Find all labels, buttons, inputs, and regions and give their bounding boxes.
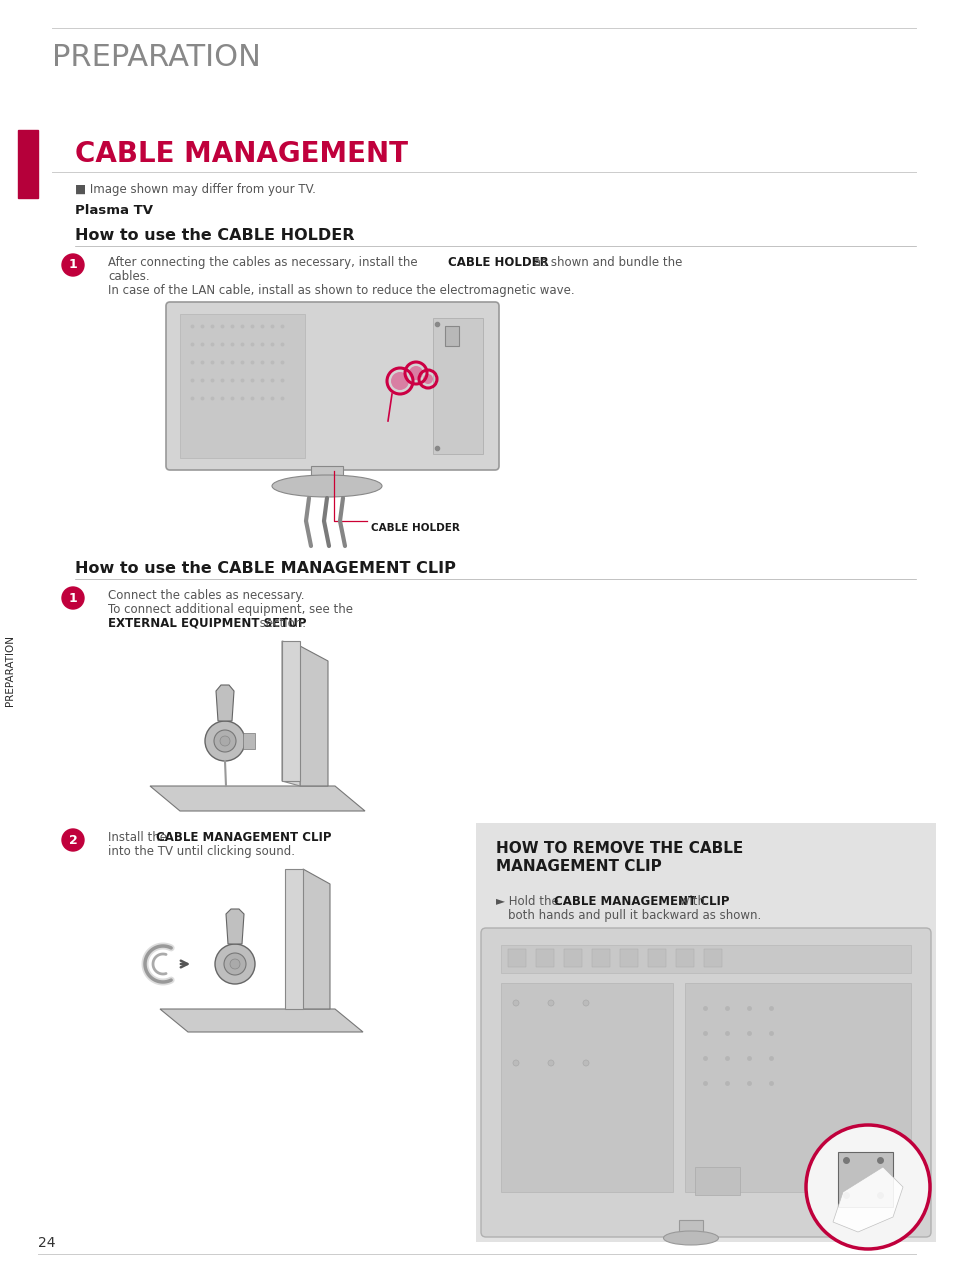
Bar	[507, 949, 525, 967]
Bar	[536, 949, 554, 967]
Circle shape	[582, 1060, 588, 1066]
Polygon shape	[160, 1009, 363, 1032]
Text: Install the: Install the	[108, 831, 171, 845]
Polygon shape	[226, 909, 244, 944]
Text: 2: 2	[69, 833, 77, 846]
Bar	[311, 466, 343, 486]
Ellipse shape	[662, 1231, 718, 1245]
Circle shape	[220, 736, 230, 745]
Circle shape	[409, 366, 422, 380]
Circle shape	[547, 1000, 554, 1006]
FancyBboxPatch shape	[480, 929, 930, 1236]
Text: ■ Image shown may differ from your TV.: ■ Image shown may differ from your TV.	[75, 183, 315, 196]
Text: HOW TO REMOVE THE CABLE: HOW TO REMOVE THE CABLE	[496, 841, 742, 856]
Polygon shape	[832, 1166, 902, 1233]
Text: CABLE HOLDER: CABLE HOLDER	[371, 523, 459, 533]
FancyBboxPatch shape	[166, 301, 498, 469]
Bar	[476, 823, 935, 1241]
Bar	[647, 949, 665, 967]
Bar	[500, 945, 910, 973]
Circle shape	[62, 829, 84, 851]
Text: 1: 1	[69, 258, 77, 271]
Text: into the TV until clicking sound.: into the TV until clicking sound.	[108, 845, 294, 859]
Circle shape	[805, 1124, 929, 1249]
Polygon shape	[282, 641, 299, 786]
Text: PREPARATION: PREPARATION	[5, 635, 15, 706]
Bar	[243, 733, 254, 749]
Circle shape	[205, 721, 245, 761]
Bar	[282, 641, 299, 781]
Text: 1: 1	[69, 591, 77, 604]
Text: How to use the CABLE HOLDER: How to use the CABLE HOLDER	[75, 228, 355, 243]
Text: ► Hold the: ► Hold the	[496, 895, 562, 908]
Bar	[180, 314, 305, 458]
Circle shape	[62, 254, 84, 276]
Text: CABLE MANAGEMENT CLIP: CABLE MANAGEMENT CLIP	[554, 895, 729, 908]
Bar	[500, 983, 673, 1192]
Text: CABLE HOLDER: CABLE HOLDER	[448, 256, 548, 268]
Text: After connecting the cables as necessary, install the: After connecting the cables as necessary…	[108, 256, 421, 268]
Bar	[695, 1166, 740, 1194]
Text: Plasma TV: Plasma TV	[75, 204, 152, 218]
Bar	[444, 326, 458, 346]
Circle shape	[391, 371, 409, 391]
Polygon shape	[299, 646, 328, 786]
Circle shape	[547, 1060, 554, 1066]
Circle shape	[422, 374, 433, 384]
Text: as shown and bundle the: as shown and bundle the	[530, 256, 681, 268]
Text: section.: section.	[255, 617, 306, 630]
Circle shape	[224, 953, 246, 976]
Circle shape	[214, 944, 254, 985]
Text: CABLE MANAGEMENT CLIP: CABLE MANAGEMENT CLIP	[156, 831, 331, 845]
Text: both hands and pull it backward as shown.: both hands and pull it backward as shown…	[507, 909, 760, 922]
Ellipse shape	[272, 474, 381, 497]
Bar	[837, 1152, 892, 1207]
Text: 24: 24	[38, 1236, 55, 1250]
Bar	[592, 949, 609, 967]
Bar	[285, 869, 303, 1009]
Polygon shape	[150, 786, 365, 812]
Bar	[676, 949, 693, 967]
Circle shape	[513, 1000, 518, 1006]
Text: To connect additional equipment, see the: To connect additional equipment, see the	[108, 603, 353, 616]
Text: with: with	[676, 895, 704, 908]
Text: cables.: cables.	[108, 270, 150, 282]
Bar	[679, 1220, 702, 1238]
Text: MANAGEMENT CLIP: MANAGEMENT CLIP	[496, 859, 661, 874]
Bar	[685, 983, 910, 1192]
Circle shape	[62, 586, 84, 609]
Text: In case of the LAN cable, install as shown to reduce the electromagnetic wave.: In case of the LAN cable, install as sho…	[108, 284, 574, 296]
Text: Connect the cables as necessary.: Connect the cables as necessary.	[108, 589, 304, 602]
Circle shape	[582, 1000, 588, 1006]
Text: CABLE MANAGEMENT: CABLE MANAGEMENT	[75, 140, 408, 168]
Text: How to use the CABLE MANAGEMENT CLIP: How to use the CABLE MANAGEMENT CLIP	[75, 561, 456, 576]
Bar	[703, 949, 721, 967]
Polygon shape	[303, 869, 330, 1009]
Circle shape	[230, 959, 240, 969]
Text: PREPARATION: PREPARATION	[52, 43, 260, 73]
Bar	[563, 949, 581, 967]
Circle shape	[213, 730, 235, 752]
Bar	[18, 130, 38, 198]
Circle shape	[513, 1060, 518, 1066]
Text: EXTERNAL EQUIPMENT SETUP: EXTERNAL EQUIPMENT SETUP	[108, 617, 306, 630]
Bar	[433, 318, 482, 454]
Polygon shape	[215, 686, 233, 721]
Bar	[619, 949, 638, 967]
